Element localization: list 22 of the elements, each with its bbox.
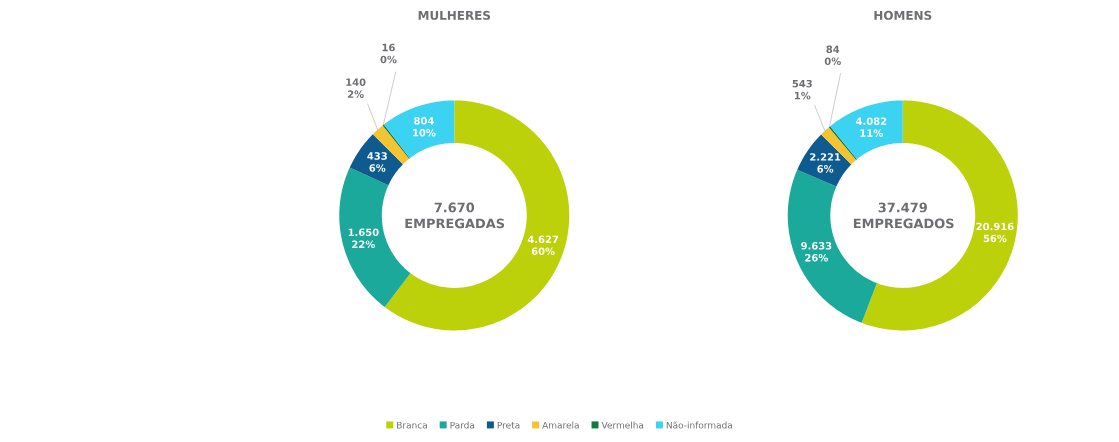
legend-label: Amarela xyxy=(542,421,579,429)
legend-label: Parda xyxy=(450,421,475,429)
legend-label: Branca xyxy=(397,421,427,429)
data-label: 543 1% xyxy=(792,79,812,100)
text: 37.479 EMPREGADOS xyxy=(853,202,954,229)
data-label: 433 6% xyxy=(367,152,387,172)
data-label: 804 10% xyxy=(413,116,436,137)
data-label: 1.650 22% xyxy=(348,228,379,249)
data-label: 140 2% xyxy=(346,78,366,98)
data-label: 16 0% xyxy=(380,43,397,64)
data-label: 2.221 6% xyxy=(810,153,841,173)
data-label: 4.627 60% xyxy=(527,235,559,256)
chart-title: MULHERES xyxy=(418,10,491,20)
legend-label: Preta xyxy=(497,421,520,429)
data-label: 20.916 56% xyxy=(976,222,1014,243)
legend-label: Não-informada xyxy=(666,421,732,429)
data-label: 9.633 26% xyxy=(801,242,832,262)
chart-title: HOMENS xyxy=(874,10,932,20)
data-label: 84 0% xyxy=(824,45,841,66)
data-label: 4.082 11% xyxy=(856,117,887,137)
legend-label: Vermelha xyxy=(601,421,644,429)
text: 7.670 EMPREGADAS xyxy=(405,202,505,229)
